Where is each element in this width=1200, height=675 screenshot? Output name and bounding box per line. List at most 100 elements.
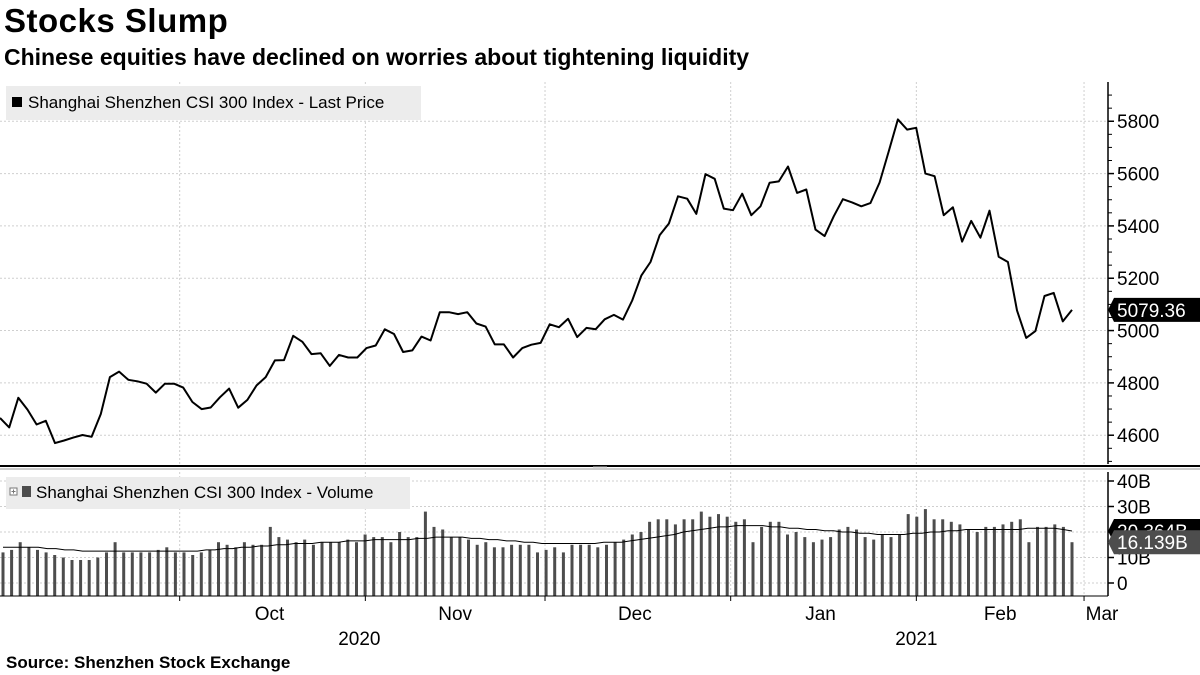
volume-bar	[605, 544, 608, 597]
volume-bar	[510, 544, 514, 597]
volume-bar	[553, 547, 557, 596]
volume-bar	[794, 532, 798, 596]
volume-bar	[398, 532, 402, 596]
volume-bar	[406, 537, 410, 596]
volume-bar	[639, 532, 643, 596]
volume-bar	[768, 521, 772, 596]
volume-bar	[217, 542, 220, 596]
volume-bar	[191, 555, 195, 596]
volume-bar	[837, 529, 841, 596]
volume-bar	[673, 524, 677, 596]
volume-bar	[656, 519, 660, 597]
volume-bar	[432, 526, 436, 596]
x-year-label: 2020	[338, 629, 380, 650]
price-tick-label: 5400	[1117, 217, 1159, 238]
volume-bar	[967, 529, 970, 596]
volume-bar	[449, 537, 453, 596]
volume-bar	[941, 519, 945, 597]
volume-bar	[855, 529, 858, 596]
volume-bar	[906, 514, 910, 596]
volume-bar	[923, 509, 927, 596]
volume-bar	[742, 519, 746, 597]
volume-bar	[87, 560, 91, 596]
volume-bar	[277, 537, 281, 596]
volume-bar	[423, 511, 427, 596]
expand-icon[interactable]	[9, 487, 18, 496]
volume-bar	[536, 552, 539, 596]
volume-bar	[734, 521, 738, 596]
volume-bar	[363, 534, 367, 596]
price-last-value-label: 5079.36	[1117, 301, 1186, 322]
volume-bar	[389, 542, 393, 596]
volume-bar	[984, 526, 988, 596]
volume-bar	[596, 547, 600, 596]
volume-bar	[880, 534, 884, 596]
volume-bar	[699, 511, 703, 596]
volume-bar	[311, 544, 315, 597]
volume-bar	[622, 539, 626, 596]
volume-bar	[932, 519, 936, 597]
volume-bar	[1001, 524, 1005, 596]
gridlines	[0, 82, 1108, 596]
volume-bar	[717, 514, 720, 596]
volume-bar	[173, 552, 177, 596]
source-note: Source: Shenzhen Stock Exchange	[6, 653, 291, 672]
volume-bar	[682, 519, 686, 597]
volume-bar	[544, 549, 548, 596]
volume-bar	[475, 544, 479, 597]
x-tick-label: Oct	[255, 604, 285, 625]
price-tick-label: 5600	[1117, 165, 1159, 186]
volume-bar	[165, 547, 169, 596]
volume-bar	[122, 552, 126, 596]
x-tick-label: Dec	[618, 604, 652, 625]
volume-bar	[1036, 526, 1039, 596]
volume-bar	[484, 542, 488, 596]
price-line	[0, 118, 1073, 445]
volume-bar	[18, 542, 22, 596]
volume-bar	[294, 542, 298, 596]
volume-bar	[225, 544, 229, 597]
volume-bar	[777, 521, 781, 596]
volume-bar	[992, 526, 996, 596]
volume-bar	[467, 539, 470, 596]
volume-legend-label: Shanghai Shenzhen CSI 300 Index - Volume	[36, 483, 373, 502]
volume-bar	[846, 526, 850, 596]
volume-bar	[751, 542, 755, 596]
volume-bar	[1010, 521, 1014, 596]
volume-legend-swatch	[22, 486, 31, 497]
volume-bar	[96, 557, 100, 596]
volume-bar	[1, 552, 5, 596]
price-legend-label: Shanghai Shenzhen CSI 300 Index - Last P…	[28, 93, 384, 112]
volume-bar	[260, 544, 264, 597]
x-tick-label: Feb	[984, 604, 1017, 625]
volume-tick-label: 40B	[1117, 472, 1151, 493]
price-tick-label: 4800	[1117, 374, 1159, 395]
volume-bar	[760, 526, 764, 596]
volume-bar	[27, 547, 31, 596]
volume-bar	[587, 544, 591, 597]
volume-bar	[380, 537, 384, 596]
x-tick-label: Nov	[438, 604, 472, 625]
volume-bar	[268, 526, 272, 596]
volume-bars	[1, 509, 1074, 597]
volume-bar	[527, 544, 531, 597]
price-tick-label: 5800	[1117, 112, 1159, 133]
volume-bar	[208, 549, 212, 596]
volume-last-value-flag: 16.139B	[1108, 530, 1200, 555]
volume-legend[interactable]: Shanghai Shenzhen CSI 300 Index - Volume	[6, 477, 410, 509]
volume-bar	[501, 547, 505, 596]
volume-bar	[320, 542, 324, 596]
volume-bar	[329, 542, 333, 596]
volume-bar	[889, 537, 893, 596]
volume-bar	[898, 534, 902, 596]
volume-bar	[199, 552, 203, 596]
volume-bar	[872, 539, 876, 596]
price-legend[interactable]: Shanghai Shenzhen CSI 300 Index - Last P…	[6, 86, 421, 120]
volume-bar	[44, 552, 48, 596]
volume-bar	[242, 542, 246, 596]
volume-bar	[665, 519, 669, 597]
volume-bar	[458, 537, 462, 596]
volume-bar	[148, 552, 152, 596]
volume-bar	[234, 547, 238, 596]
